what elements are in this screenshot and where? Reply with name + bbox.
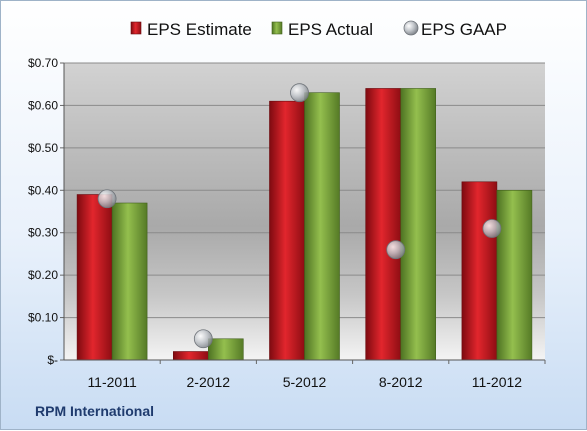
y-tick-label: $- (47, 353, 58, 367)
y-tick-label: $0.60 (28, 98, 58, 112)
y-axis-ticks: $- $0.10 $0.20 $0.30 $0.40 $0.50 $0.60 $0.70 (28, 56, 545, 367)
x-tick-label: 11-2012 (472, 374, 523, 390)
marker-eps-gaap (193, 329, 213, 349)
marker-eps-gaap (97, 189, 117, 209)
bar-eps-estimate (76, 194, 113, 361)
legend-label: EPS Actual (288, 20, 373, 39)
x-tick-label: 11-2011 (87, 374, 137, 390)
bar-eps-actual (111, 202, 148, 361)
marker-eps-gaap (290, 83, 309, 103)
bar-eps-actual (400, 88, 437, 361)
marker-eps-gaap (482, 219, 502, 238)
bar-eps-actual (208, 338, 244, 361)
legend-swatch (271, 21, 283, 35)
legend: EPS Estimate EPS Actual EPS GAAP (130, 20, 507, 39)
x-tick-label: 8-2012 (379, 374, 423, 390)
x-tick-label: 5-2012 (283, 374, 327, 390)
bar-eps-actual (496, 189, 533, 361)
bar-eps-actual (304, 92, 340, 361)
y-tick-label: $0.20 (28, 268, 58, 282)
marker-eps-gaap (386, 240, 406, 260)
y-tick-label: $0.40 (28, 183, 58, 197)
y-tick-label: $0.70 (28, 56, 58, 70)
x-axis-ticks: 11-2011 2-2012 5-2012 8-2012 11-2012 (87, 360, 546, 390)
legend-swatch (403, 20, 419, 36)
legend-swatch (130, 21, 142, 35)
bar-eps-estimate (365, 88, 402, 361)
x-tick-label: 2-2012 (187, 374, 231, 390)
bar-marks (76, 88, 533, 361)
y-tick-label: $0.30 (28, 226, 58, 240)
bar-eps-estimate (269, 100, 305, 361)
bar-eps-estimate (461, 181, 498, 361)
y-tick-label: $0.50 (28, 141, 58, 155)
gaap-markers (97, 83, 502, 349)
legend-label: EPS Estimate (147, 20, 252, 39)
bar-eps-estimate (173, 351, 209, 361)
legend-label: EPS GAAP (421, 20, 507, 39)
company-caption: RPM International (35, 403, 155, 419)
y-tick-label: $0.10 (28, 311, 58, 325)
